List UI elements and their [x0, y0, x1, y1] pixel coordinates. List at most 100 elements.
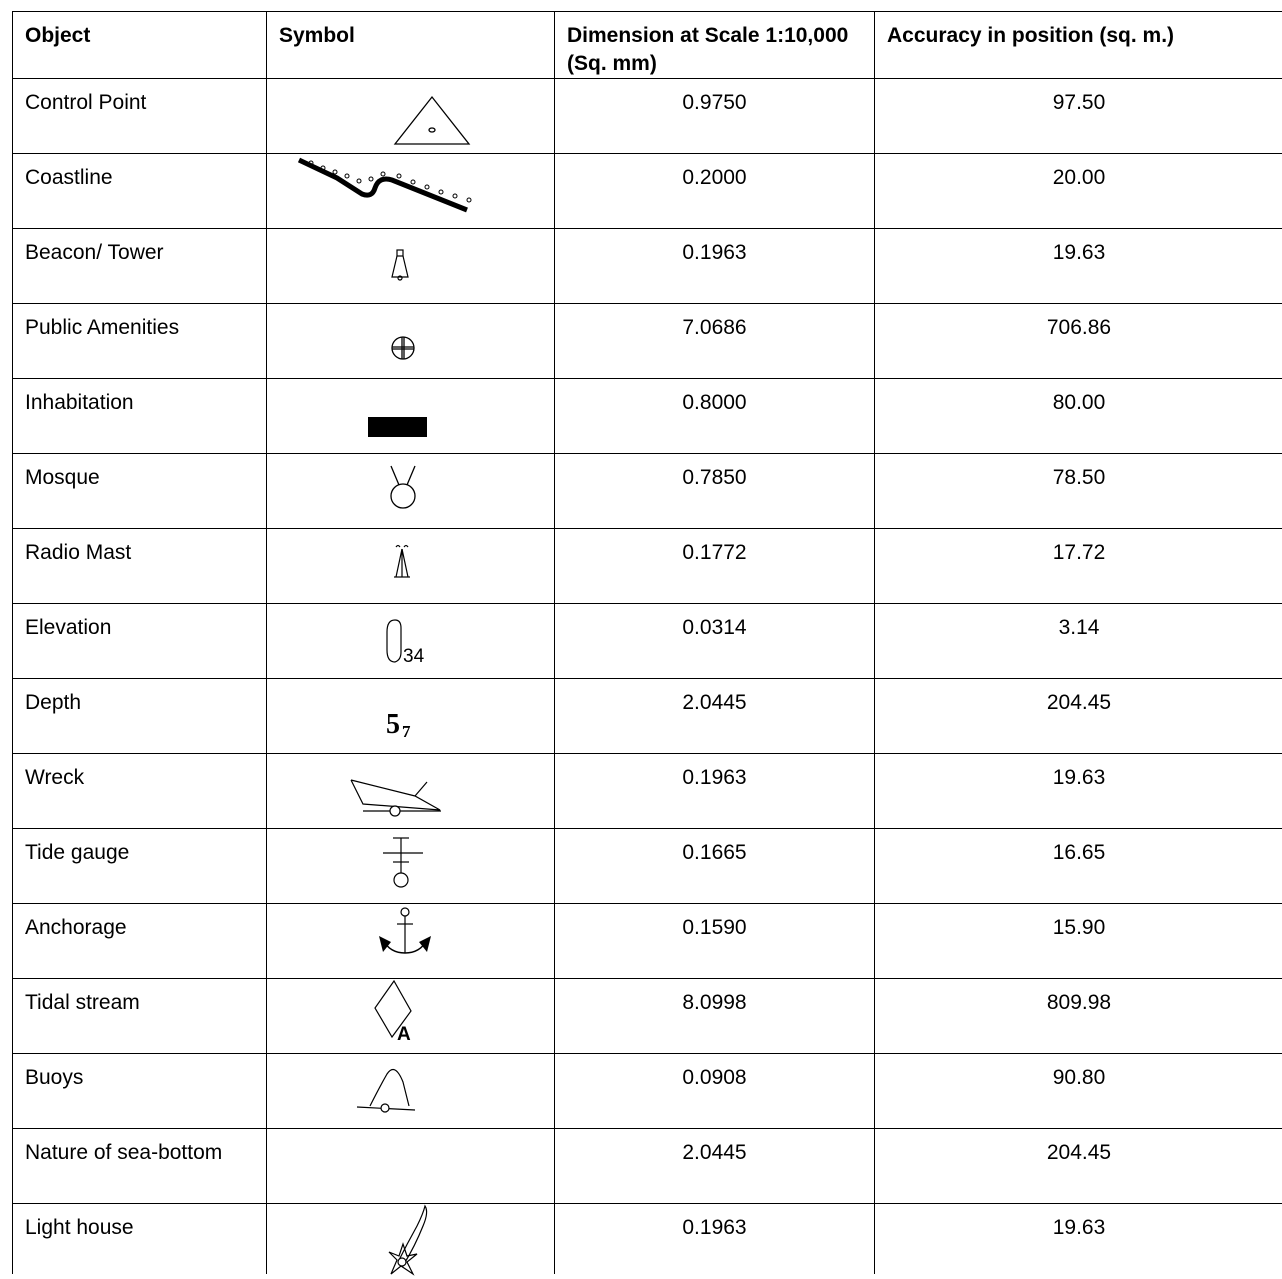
header-row: Object Symbol Dimension at Scale 1:10,00… — [13, 12, 1282, 79]
dimension-cell: 2.0445 — [555, 1129, 875, 1204]
object-cell: Elevation — [13, 604, 267, 679]
accuracy-cell: 809.98 — [875, 979, 1282, 1054]
dimension-cell: 0.7850 — [555, 454, 875, 529]
symbol-cell — [267, 1129, 555, 1204]
object-cell: Nature of sea-bottom — [13, 1129, 267, 1204]
object-cell: Coastline — [13, 154, 267, 229]
symbol-cell — [267, 529, 555, 604]
dimension-cell: 0.8000 — [555, 379, 875, 454]
object-cell: Mosque — [13, 454, 267, 529]
symbol-cell — [267, 1054, 555, 1129]
object-cell: Control Point — [13, 79, 267, 154]
accuracy-cell: 706.86 — [875, 304, 1282, 379]
dimension-cell: 2.0445 — [555, 679, 875, 754]
symbol-cell — [267, 904, 555, 979]
accuracy-cell: 97.50 — [875, 79, 1282, 154]
accuracy-cell: 17.72 — [875, 529, 1282, 604]
depth-sounding-icon: 5 7 — [267, 679, 555, 754]
header-accuracy: Accuracy in position (sq. m.) — [875, 12, 1282, 79]
control-point-triangle-icon — [267, 79, 555, 154]
dimension-cell: 8.0998 — [555, 979, 875, 1054]
table-row: Beacon/ Tower 0.1963 19.63 — [13, 229, 1282, 304]
object-cell: Public Amenities — [13, 304, 267, 379]
table-row: Nature of sea-bottom 2.0445 204.45 — [13, 1129, 1282, 1204]
dimension-cell: 0.1772 — [555, 529, 875, 604]
lighthouse-icon — [267, 1204, 555, 1279]
table-row: Anchorage 0.1590 15.90 — [13, 904, 1282, 979]
elevation-value: 34 — [403, 646, 425, 667]
accuracy-cell: 204.45 — [875, 679, 1282, 754]
accuracy-cell: 78.50 — [875, 454, 1282, 529]
symbol-cell — [267, 229, 555, 304]
accuracy-cell: 3.14 — [875, 604, 1282, 679]
dimension-cell: 0.1963 — [555, 1204, 875, 1274]
dimension-cell: 0.1963 — [555, 754, 875, 829]
beacon-tower-icon — [267, 229, 555, 304]
table-row: Inhabitation 0.8000 80.00 — [13, 379, 1282, 454]
table-row: Wreck 0.1963 19.63 — [13, 754, 1282, 829]
wreck-icon — [267, 754, 555, 829]
elevation-icon: 34 — [267, 604, 555, 679]
object-cell: Anchorage — [13, 904, 267, 979]
header-symbol: Symbol — [267, 12, 555, 79]
accuracy-cell: 80.00 — [875, 379, 1282, 454]
symbol-cell — [267, 754, 555, 829]
table-row: Depth 5 7 2.0445 204.45 — [13, 679, 1282, 754]
accuracy-cell: 19.63 — [875, 229, 1282, 304]
table-row: Light house 0.1963 19.63 — [13, 1204, 1282, 1274]
symbol-cell: A — [267, 979, 555, 1054]
tidal-stream-letter: A — [397, 1024, 411, 1045]
depth-sub-digit: 7 — [402, 722, 411, 741]
dimension-cell: 0.0314 — [555, 604, 875, 679]
accuracy-cell: 204.45 — [875, 1129, 1282, 1204]
dimension-cell: 0.1963 — [555, 229, 875, 304]
object-cell: Beacon/ Tower — [13, 229, 267, 304]
symbol-cell — [267, 829, 555, 904]
object-cell: Tide gauge — [13, 829, 267, 904]
radio-mast-icon — [267, 529, 555, 604]
symbol-table: Object Symbol Dimension at Scale 1:10,00… — [12, 11, 1282, 1274]
dimension-cell: 0.1590 — [555, 904, 875, 979]
dimension-cell: 0.1665 — [555, 829, 875, 904]
object-cell: Wreck — [13, 754, 267, 829]
accuracy-cell: 16.65 — [875, 829, 1282, 904]
symbol-cell — [267, 379, 555, 454]
accuracy-cell: 20.00 — [875, 154, 1282, 229]
accuracy-cell: 19.63 — [875, 754, 1282, 829]
buoy-bell-icon — [267, 1054, 555, 1129]
header-dimension: Dimension at Scale 1:10,000 (Sq. mm) — [555, 12, 875, 79]
object-cell: Inhabitation — [13, 379, 267, 454]
dimension-cell: 0.0908 — [555, 1054, 875, 1129]
table-row: Public Amenities 7.0686 706.86 — [13, 304, 1282, 379]
object-cell: Depth — [13, 679, 267, 754]
table-row: Elevation 34 0.0314 3.14 — [13, 604, 1282, 679]
table-row: Buoys 0.0908 90.80 — [13, 1054, 1282, 1129]
symbol-cell — [267, 304, 555, 379]
object-cell: Light house — [13, 1204, 267, 1274]
tide-gauge-icon — [267, 829, 555, 904]
symbol-cell: 34 — [267, 604, 555, 679]
table-row: Radio Mast 0.1772 17.72 — [13, 529, 1282, 604]
accuracy-cell: 19.63 — [875, 1204, 1282, 1274]
table-row: Control Point 0.9750 97.50 — [13, 79, 1282, 154]
dimension-cell: 0.2000 — [555, 154, 875, 229]
table-row: Tidal stream A 8.0998 809.98 — [13, 979, 1282, 1054]
symbol-cell — [267, 1204, 555, 1274]
depth-main-digit: 5 — [386, 709, 400, 740]
accuracy-cell: 15.90 — [875, 904, 1282, 979]
dimension-cell: 0.9750 — [555, 79, 875, 154]
object-cell: Buoys — [13, 1054, 267, 1129]
symbol-cell — [267, 154, 555, 229]
accuracy-cell: 90.80 — [875, 1054, 1282, 1129]
filled-rectangle-icon — [267, 379, 555, 454]
table-row: Coastline 0.2000 20.00 — [13, 154, 1282, 229]
symbol-cell: 5 7 — [267, 679, 555, 754]
object-cell: Radio Mast — [13, 529, 267, 604]
table-row: Mosque 0.7850 78.50 — [13, 454, 1282, 529]
object-cell: Tidal stream — [13, 979, 267, 1054]
crossed-circle-icon — [267, 304, 555, 379]
dimension-cell: 7.0686 — [555, 304, 875, 379]
symbol-cell — [267, 79, 555, 154]
symbol-cell — [267, 454, 555, 529]
mosque-icon — [267, 454, 555, 529]
